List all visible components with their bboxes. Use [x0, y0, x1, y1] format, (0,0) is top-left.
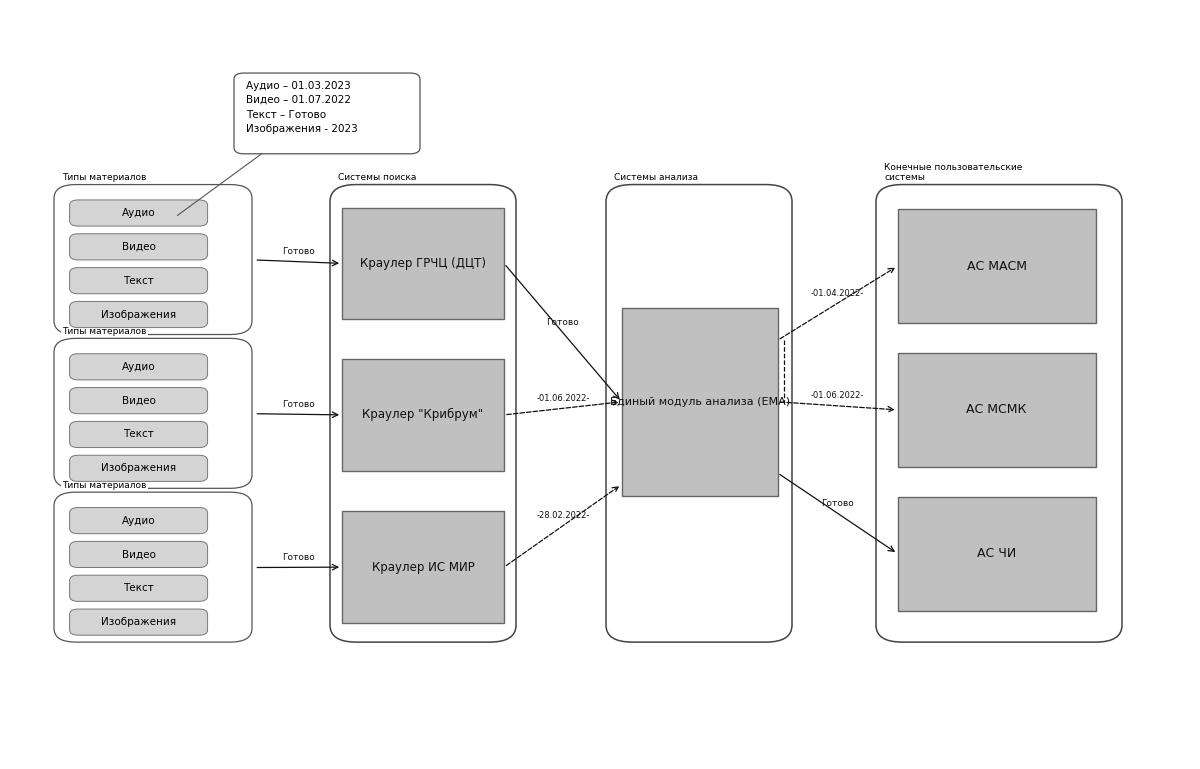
FancyBboxPatch shape	[54, 492, 252, 642]
FancyBboxPatch shape	[342, 208, 504, 319]
FancyBboxPatch shape	[898, 497, 1096, 611]
Text: Изображения: Изображения	[101, 309, 176, 320]
Text: Типы материалов: Типы материалов	[62, 327, 146, 336]
Text: Текст: Текст	[124, 275, 154, 286]
Text: -01.06.2022-: -01.06.2022-	[811, 391, 864, 401]
Text: Видео: Видео	[121, 395, 156, 406]
Text: Системы анализа: Системы анализа	[614, 173, 698, 182]
FancyBboxPatch shape	[342, 359, 504, 471]
Text: АС ЧИ: АС ЧИ	[977, 548, 1016, 560]
Text: Краулер ИС МИР: Краулер ИС МИР	[372, 561, 474, 574]
Text: Готово: Готово	[282, 553, 314, 562]
FancyBboxPatch shape	[70, 354, 208, 380]
FancyBboxPatch shape	[70, 388, 208, 414]
FancyBboxPatch shape	[70, 575, 208, 601]
Text: Типы материалов: Типы материалов	[62, 481, 146, 490]
Text: Видео: Видео	[121, 241, 156, 252]
FancyBboxPatch shape	[70, 268, 208, 294]
FancyBboxPatch shape	[70, 508, 208, 534]
Text: Текст: Текст	[124, 583, 154, 594]
FancyBboxPatch shape	[70, 541, 208, 568]
Text: Готово: Готово	[821, 499, 854, 508]
Text: АС МСМК: АС МСМК	[966, 404, 1027, 416]
Text: Типы материалов: Типы материалов	[62, 173, 146, 182]
Text: Текст: Текст	[124, 429, 154, 440]
FancyBboxPatch shape	[898, 209, 1096, 323]
Text: Аудио: Аудио	[121, 208, 156, 218]
Text: Аудио – 01.03.2023
Видео – 01.07.2022
Текст – Готово
Изображения - 2023: Аудио – 01.03.2023 Видео – 01.07.2022 Те…	[246, 81, 358, 134]
Text: Единый модуль анализа (ЕМА): Единый модуль анализа (ЕМА)	[610, 397, 790, 407]
Text: Изображения: Изображения	[101, 463, 176, 474]
FancyBboxPatch shape	[234, 73, 420, 154]
FancyBboxPatch shape	[898, 353, 1096, 467]
FancyBboxPatch shape	[606, 185, 792, 642]
Text: Готово: Готово	[282, 247, 314, 256]
FancyBboxPatch shape	[70, 421, 208, 448]
FancyBboxPatch shape	[876, 185, 1122, 642]
FancyBboxPatch shape	[70, 455, 208, 481]
Text: Видео: Видео	[121, 549, 156, 560]
FancyBboxPatch shape	[70, 301, 208, 328]
Text: Системы поиска: Системы поиска	[338, 173, 416, 182]
Text: Готово: Готово	[282, 400, 314, 409]
Text: АС МАСМ: АС МАСМ	[967, 260, 1026, 272]
Text: Аудио: Аудио	[121, 361, 156, 372]
FancyBboxPatch shape	[54, 185, 252, 335]
FancyBboxPatch shape	[622, 308, 778, 496]
FancyBboxPatch shape	[70, 609, 208, 635]
Text: -28.02.2022-: -28.02.2022-	[536, 511, 589, 521]
FancyBboxPatch shape	[342, 511, 504, 623]
Text: Краулер "Крибрум": Краулер "Крибрум"	[362, 408, 484, 421]
FancyBboxPatch shape	[70, 234, 208, 260]
Text: -01.06.2022-: -01.06.2022-	[536, 394, 589, 403]
FancyBboxPatch shape	[70, 200, 208, 226]
Text: Изображения: Изображения	[101, 617, 176, 628]
Text: Краулер ГРЧЦ (ДЦТ): Краулер ГРЧЦ (ДЦТ)	[360, 257, 486, 270]
Text: Готово: Готово	[546, 318, 580, 327]
FancyBboxPatch shape	[330, 185, 516, 642]
Text: Аудио: Аудио	[121, 515, 156, 526]
FancyBboxPatch shape	[54, 338, 252, 488]
Text: Конечные пользовательские
системы: Конечные пользовательские системы	[884, 163, 1022, 182]
Text: -01.04.2022-: -01.04.2022-	[811, 288, 864, 298]
